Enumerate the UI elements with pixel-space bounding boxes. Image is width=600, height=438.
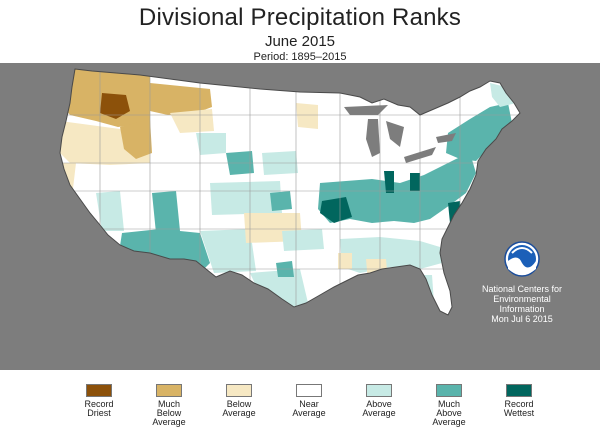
division-much-above-ne bbox=[270, 191, 292, 211]
division-much-above-northeast bbox=[446, 103, 512, 161]
division-much-below-mt bbox=[150, 83, 212, 115]
map-period: Period: 1895–2015 bbox=[253, 51, 347, 63]
legend-swatch bbox=[436, 384, 462, 397]
division-record-wettest-oh bbox=[410, 173, 420, 191]
legend-swatch bbox=[366, 384, 392, 397]
legend-swatch bbox=[156, 384, 182, 397]
agency-line-3: Information bbox=[499, 304, 545, 314]
legend-label: Record bbox=[504, 399, 534, 409]
division-much-below-id bbox=[120, 119, 152, 159]
legend-label: Much bbox=[157, 399, 180, 409]
division-much-above-az bbox=[118, 229, 210, 279]
legend-label: Below bbox=[226, 399, 252, 409]
legend-swatch bbox=[506, 384, 532, 397]
legend-label: Record bbox=[84, 399, 114, 409]
legend-item-record-wettest: Record Wettest bbox=[484, 380, 554, 418]
division-above-tx bbox=[250, 269, 308, 311]
legend-label: Average bbox=[432, 417, 466, 427]
division-below-fl bbox=[430, 313, 452, 315]
legend-item-above: Above Average bbox=[344, 380, 414, 418]
map-frame: National Centers for Environmental Infor… bbox=[0, 63, 600, 370]
division-record-wettest-in bbox=[384, 171, 394, 193]
division-record-driest-wa bbox=[100, 93, 130, 119]
legend-label: Above bbox=[366, 399, 392, 409]
legend-label: Much bbox=[437, 399, 460, 409]
legend-label: Average bbox=[292, 408, 326, 418]
legend-label: Near bbox=[299, 399, 319, 409]
legend-label: Above bbox=[436, 408, 462, 418]
legend: Record Driest Much Below Average Below Avera… bbox=[0, 380, 600, 438]
division-above-co bbox=[210, 181, 282, 215]
division-much-above-midwest bbox=[318, 153, 476, 223]
division-much-above-ut bbox=[152, 191, 180, 233]
division-above-nm bbox=[200, 229, 256, 273]
legend-item-near: Near Average bbox=[274, 380, 344, 418]
division-above-ok bbox=[282, 229, 324, 251]
legend-label: Below bbox=[156, 408, 182, 418]
agency-credit: National Centers for Environmental Infor… bbox=[472, 284, 572, 324]
great-lakes bbox=[344, 105, 456, 163]
legend-swatch bbox=[296, 384, 322, 397]
division-above-southeast bbox=[340, 237, 442, 273]
legend-label: Wettest bbox=[503, 408, 535, 418]
legend-swatch bbox=[226, 384, 252, 397]
legend-item-much-above: Much Above Average bbox=[414, 380, 484, 427]
legend-item-record-driest: Record Driest bbox=[64, 380, 134, 418]
us-precipitation-map bbox=[59, 68, 540, 316]
division-above-maine bbox=[490, 83, 516, 107]
legend-label: Average bbox=[222, 408, 256, 418]
division-record-wettest-il bbox=[320, 197, 352, 223]
division-above-ga bbox=[410, 275, 434, 303]
division-below-ms bbox=[338, 253, 352, 269]
agency-line-1: National Centers for bbox=[481, 284, 563, 294]
agency-date: Mon Jul 6 2015 bbox=[491, 314, 553, 324]
map-title: Divisional Precipitation Ranks bbox=[138, 4, 462, 31]
division-below-nd bbox=[296, 103, 318, 129]
agency-line-2: Environmental bbox=[493, 294, 551, 304]
legend-swatch bbox=[86, 384, 112, 397]
legend-label: Average bbox=[362, 408, 396, 418]
legend-label: Driest bbox=[87, 408, 111, 418]
legend-item-much-below: Much Below Average bbox=[134, 380, 204, 427]
division-above-wy2 bbox=[196, 133, 226, 155]
map-subtitle: June 2015 bbox=[264, 33, 336, 50]
legend-item-below: Below Average bbox=[204, 380, 274, 418]
division-above-nv bbox=[96, 191, 124, 231]
legend-label: Average bbox=[152, 417, 186, 427]
noaa-logo-icon bbox=[504, 241, 540, 277]
